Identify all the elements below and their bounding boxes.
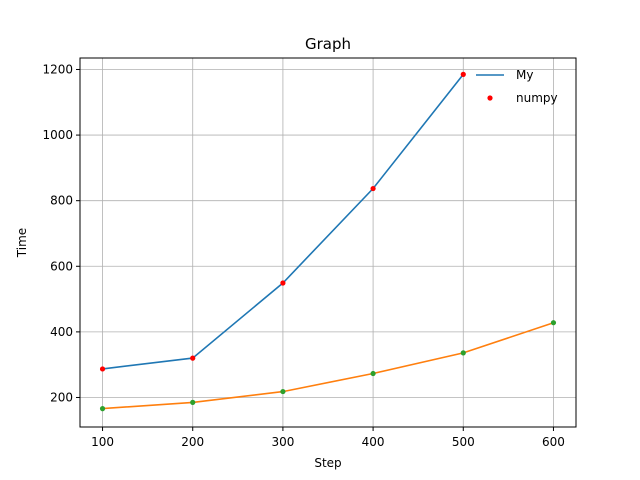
series-line-1 xyxy=(102,321,554,410)
chart-title: Graph xyxy=(305,35,351,53)
data-point xyxy=(99,366,106,372)
series-markers xyxy=(99,71,557,412)
data-point xyxy=(370,185,376,192)
y-axis-ticks: 200 400 600 800 1000 1200 xyxy=(42,62,80,404)
x-tick-label: 100 xyxy=(91,435,114,449)
data-point xyxy=(370,370,376,377)
y-axis-label: Time xyxy=(15,228,29,258)
data-point xyxy=(190,355,196,361)
data-point xyxy=(460,71,466,77)
y-tick-label: 1200 xyxy=(42,62,73,76)
y-tick-label: 200 xyxy=(50,390,73,404)
data-point xyxy=(550,320,557,326)
data-point xyxy=(460,350,466,356)
grid xyxy=(80,58,576,427)
legend: My numpy xyxy=(476,68,558,105)
legend-label-numpy: numpy xyxy=(516,91,558,105)
x-axis-label: Step xyxy=(314,456,341,470)
y-tick-label: 600 xyxy=(50,259,73,273)
y-tick-label: 1000 xyxy=(42,128,73,142)
x-tick-label: 500 xyxy=(452,435,475,449)
x-tick-label: 400 xyxy=(362,435,385,449)
x-tick-label: 600 xyxy=(542,435,565,449)
x-tick-label: 200 xyxy=(181,435,204,449)
legend-label-my: My xyxy=(516,68,533,82)
y-tick-label: 800 xyxy=(50,194,73,208)
legend-swatch-numpy xyxy=(487,95,493,101)
data-point xyxy=(190,399,196,405)
data-point xyxy=(280,388,286,395)
x-axis-ticks: 100 200 300 400 500 600 xyxy=(91,427,565,449)
y-tick-label: 400 xyxy=(50,325,73,339)
plot-frame xyxy=(79,57,577,428)
data-point xyxy=(280,280,286,286)
data-point xyxy=(99,406,106,412)
x-tick-label: 300 xyxy=(271,435,294,449)
